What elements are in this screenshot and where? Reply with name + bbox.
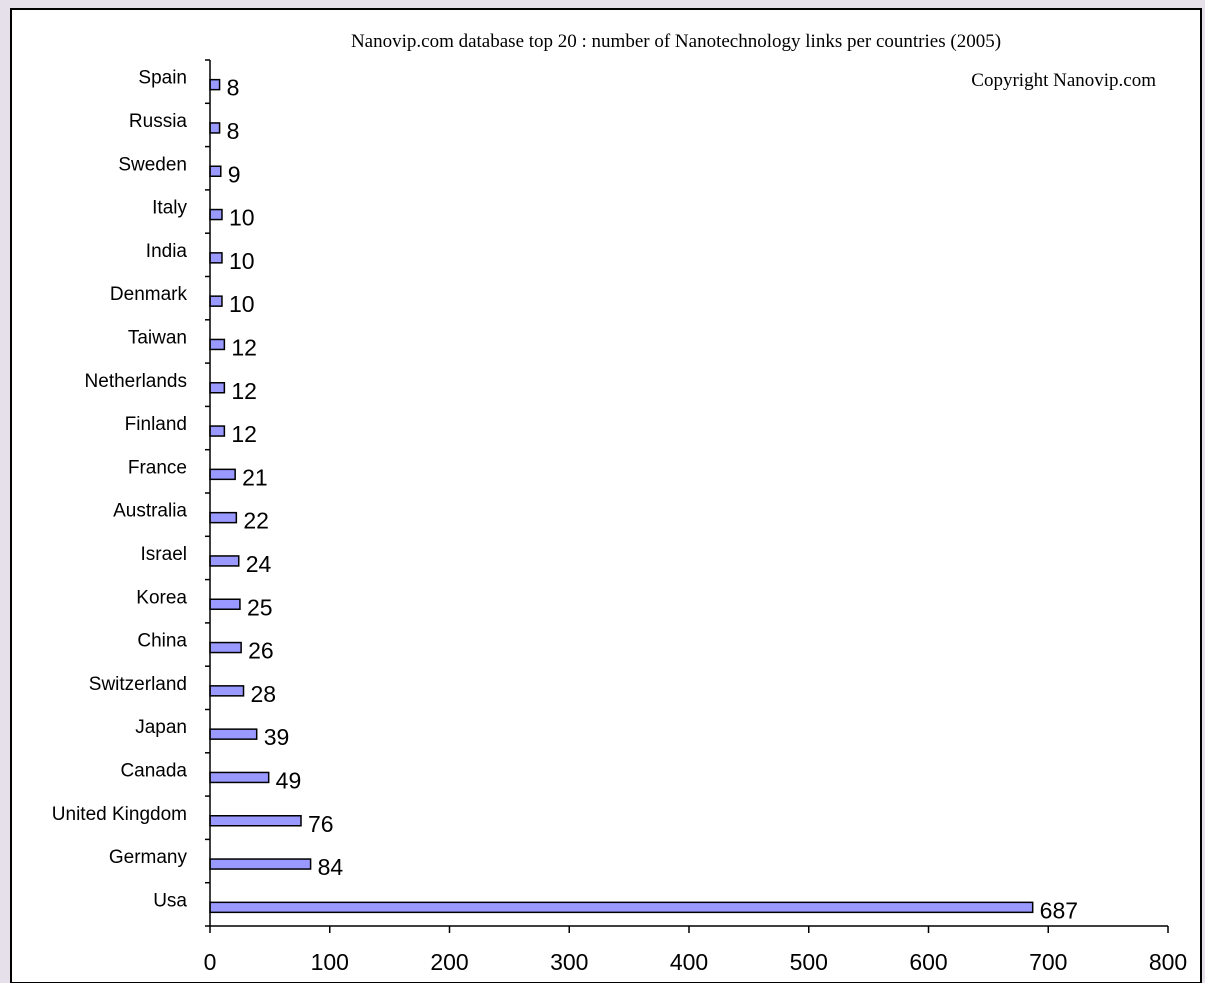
category-label: Israel <box>141 544 187 565</box>
data-label: 22 <box>243 508 269 534</box>
data-label: 12 <box>231 334 257 360</box>
plot-area <box>10 8 1202 983</box>
category-label: United Kingdom <box>52 804 187 825</box>
category-label: Sweden <box>118 154 187 175</box>
category-label: Finland <box>125 414 187 435</box>
x-tick-label: 200 <box>430 949 468 975</box>
category-label: India <box>146 241 188 262</box>
category-label: Taiwan <box>128 327 187 348</box>
data-label: 8 <box>227 118 240 144</box>
category-label: France <box>128 457 187 478</box>
data-label: 8 <box>227 75 240 101</box>
x-tick-label: 100 <box>311 949 349 975</box>
bar-netherlands <box>209 382 226 394</box>
bar-korea <box>209 598 241 610</box>
bar-china <box>209 641 242 654</box>
data-label: 9 <box>228 161 241 187</box>
category-label: Switzerland <box>89 674 187 695</box>
category-label: Russia <box>129 111 188 132</box>
data-label: 49 <box>276 767 302 793</box>
category-label: Germany <box>109 847 188 868</box>
data-label: 39 <box>264 724 290 750</box>
x-tick-label: 800 <box>1149 949 1187 975</box>
category-label: Japan <box>135 717 187 738</box>
data-label: 10 <box>229 205 255 231</box>
bar-italy <box>209 208 223 221</box>
bar-india <box>209 252 223 264</box>
data-label: 24 <box>246 551 272 577</box>
bar-switzerland <box>209 685 245 697</box>
bar-israel <box>209 555 240 567</box>
data-label: 84 <box>318 854 344 880</box>
bar-germany <box>209 858 312 870</box>
category-label: Australia <box>113 501 187 522</box>
chart-title: Nanovip.com database top 20 : number of … <box>351 31 1001 52</box>
data-label: 12 <box>231 421 257 447</box>
x-tick-label: 600 <box>909 949 947 975</box>
x-tick-label: 0 <box>204 949 217 975</box>
x-tick-label: 300 <box>550 949 588 975</box>
x-tick-label: 700 <box>1029 949 1067 975</box>
x-tick-label: 400 <box>670 949 708 975</box>
data-label: 26 <box>248 638 274 664</box>
data-label: 21 <box>242 464 268 490</box>
bar-sweden <box>209 165 222 177</box>
data-label: 25 <box>247 594 273 620</box>
bar-spain <box>209 78 221 91</box>
bar-australia <box>209 511 238 524</box>
category-label: Spain <box>138 68 187 89</box>
data-label: 10 <box>229 291 255 317</box>
bar-russia <box>209 122 221 134</box>
x-tick-label: 500 <box>790 949 828 975</box>
category-label: Italy <box>152 198 187 219</box>
bar-united-kingdom <box>209 815 302 827</box>
bar-japan <box>209 728 258 740</box>
category-label: Netherlands <box>85 371 187 392</box>
category-label: Korea <box>136 587 187 608</box>
bar-usa <box>209 901 1034 914</box>
bar-denmark <box>209 295 223 307</box>
bar-taiwan <box>209 338 226 351</box>
category-label: China <box>137 631 187 652</box>
bar-finland <box>209 425 226 437</box>
data-label: 687 <box>1040 897 1078 923</box>
category-label: Denmark <box>110 284 188 305</box>
data-label: 76 <box>308 811 334 837</box>
category-label: Canada <box>120 760 187 781</box>
category-label: Usa <box>153 890 187 911</box>
copyright-annotation: Copyright Nanovip.com <box>971 70 1156 91</box>
axes-layer: Spain Russia Sweden Italy India Denmark Taiwan… <box>52 59 1187 975</box>
bar-france <box>209 468 236 481</box>
data-label: 28 <box>251 681 277 707</box>
bar-canada <box>209 771 270 784</box>
data-label: 12 <box>231 378 257 404</box>
data-label: 10 <box>229 248 255 274</box>
